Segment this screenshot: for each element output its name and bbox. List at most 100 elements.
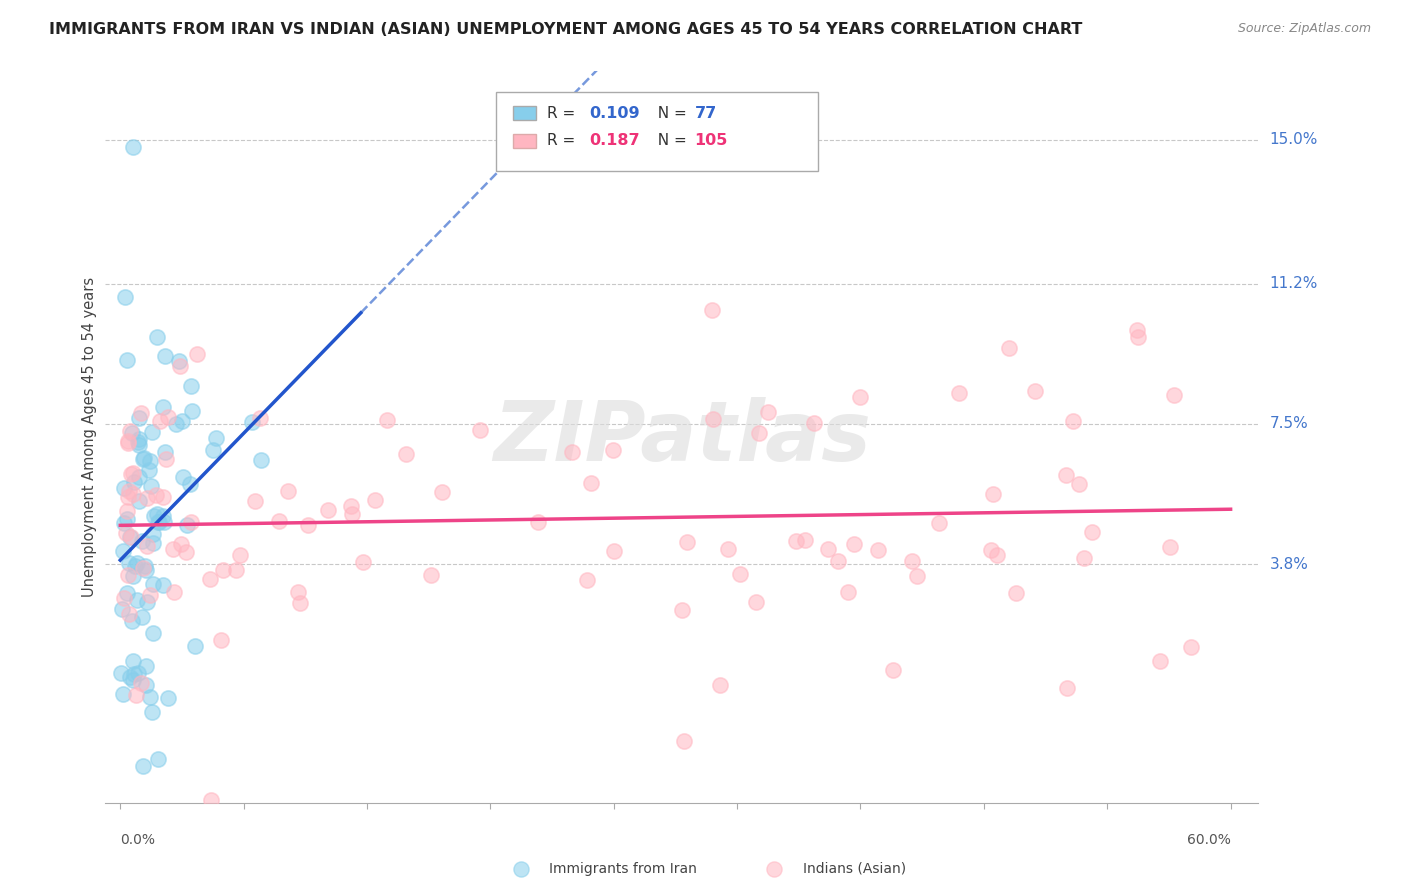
Point bbox=[420, 567, 443, 582]
Point bbox=[153, 349, 176, 363]
Point bbox=[122, 673, 145, 687]
Point bbox=[527, 515, 550, 529]
Point bbox=[174, 545, 197, 559]
Point bbox=[745, 595, 768, 609]
Point bbox=[225, 563, 247, 577]
Point bbox=[122, 466, 145, 480]
Point bbox=[1126, 323, 1149, 337]
Point bbox=[112, 591, 135, 605]
Point bbox=[180, 379, 202, 393]
Point bbox=[141, 705, 163, 719]
Point bbox=[1163, 388, 1185, 402]
Point bbox=[793, 533, 815, 547]
Point bbox=[117, 436, 139, 450]
Point bbox=[716, 542, 738, 557]
Point bbox=[135, 677, 157, 691]
Point bbox=[112, 482, 135, 496]
Point bbox=[131, 609, 153, 624]
Point bbox=[120, 467, 142, 481]
Point bbox=[849, 390, 872, 404]
Point bbox=[155, 451, 177, 466]
Point bbox=[352, 555, 374, 569]
Point bbox=[132, 759, 155, 773]
Point bbox=[948, 385, 970, 400]
Point bbox=[249, 411, 271, 425]
Point bbox=[882, 663, 904, 677]
Point bbox=[395, 447, 418, 461]
Point bbox=[672, 733, 695, 747]
Point bbox=[287, 584, 309, 599]
Point bbox=[134, 659, 156, 673]
Point bbox=[127, 666, 149, 681]
Point bbox=[277, 483, 299, 498]
Point bbox=[817, 541, 839, 556]
Text: 0.0%: 0.0% bbox=[121, 833, 155, 847]
Text: N =: N = bbox=[648, 106, 692, 120]
Point bbox=[142, 536, 165, 550]
Point bbox=[576, 573, 599, 587]
Point bbox=[702, 303, 724, 318]
Point bbox=[117, 511, 139, 525]
Point bbox=[121, 425, 143, 440]
Point bbox=[928, 516, 950, 530]
Point bbox=[122, 666, 145, 681]
Point bbox=[114, 290, 136, 304]
Point bbox=[297, 517, 319, 532]
Text: ZIPatlas: ZIPatlas bbox=[494, 397, 870, 477]
Text: 105: 105 bbox=[695, 134, 728, 148]
Point bbox=[122, 140, 145, 154]
Text: R =: R = bbox=[547, 134, 581, 148]
Point bbox=[163, 585, 186, 599]
Point bbox=[118, 556, 141, 570]
Text: R =: R = bbox=[547, 106, 581, 120]
Point bbox=[803, 417, 825, 431]
Text: Indians (Asian): Indians (Asian) bbox=[803, 862, 905, 876]
Point bbox=[128, 469, 150, 483]
Point bbox=[149, 414, 172, 428]
Point bbox=[135, 491, 157, 505]
Point bbox=[112, 543, 135, 558]
Point bbox=[200, 793, 222, 807]
Point bbox=[153, 445, 176, 459]
Point bbox=[115, 526, 138, 541]
Point bbox=[201, 443, 224, 458]
Point bbox=[468, 423, 491, 437]
Point bbox=[128, 493, 150, 508]
Point bbox=[1180, 640, 1202, 655]
Point bbox=[229, 548, 252, 562]
Point bbox=[145, 488, 167, 502]
Point bbox=[122, 569, 145, 583]
Point bbox=[980, 542, 1002, 557]
Text: Immigrants from Iran: Immigrants from Iran bbox=[550, 862, 697, 876]
Point bbox=[142, 527, 165, 541]
Text: 11.2%: 11.2% bbox=[1270, 277, 1317, 291]
Point bbox=[165, 417, 187, 431]
Point bbox=[1159, 541, 1181, 555]
Point bbox=[157, 691, 180, 706]
Point bbox=[118, 669, 141, 683]
Point bbox=[986, 548, 1008, 562]
Point bbox=[1005, 586, 1028, 600]
Point bbox=[1024, 384, 1046, 399]
Point bbox=[121, 614, 143, 628]
Point bbox=[676, 535, 699, 549]
Point bbox=[128, 410, 150, 425]
Point bbox=[117, 434, 139, 448]
Point bbox=[127, 592, 149, 607]
Point bbox=[709, 678, 731, 692]
Text: IMMIGRANTS FROM IRAN VS INDIAN (ASIAN) UNEMPLOYMENT AMONG AGES 45 TO 54 YEARS CO: IMMIGRANTS FROM IRAN VS INDIAN (ASIAN) U… bbox=[49, 22, 1083, 37]
Point bbox=[200, 572, 222, 586]
Point bbox=[364, 493, 387, 508]
Point bbox=[118, 607, 141, 621]
Point bbox=[170, 414, 193, 428]
Point bbox=[157, 409, 180, 424]
Point bbox=[120, 530, 142, 544]
Point bbox=[138, 463, 160, 477]
Point bbox=[122, 475, 145, 489]
Point bbox=[905, 568, 928, 582]
Point bbox=[132, 451, 155, 466]
Point bbox=[1126, 329, 1149, 343]
Point bbox=[112, 687, 135, 701]
Point bbox=[138, 454, 160, 468]
Point bbox=[1081, 524, 1104, 539]
